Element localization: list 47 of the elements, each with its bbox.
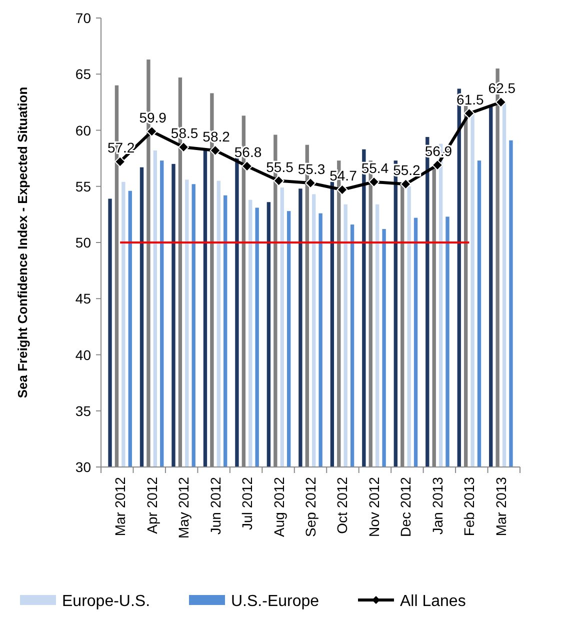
x-tick-label: Feb 2013 (461, 476, 478, 536)
point (368, 176, 380, 188)
legend-label: U.S.-Europe (231, 593, 320, 610)
point (400, 178, 412, 190)
point (114, 156, 126, 168)
point (495, 96, 506, 108)
legend-label: All Lanes (400, 593, 466, 610)
x-tick-label: Sep 2012 (302, 476, 318, 537)
y-axis-title: Sea Freight Confidence Index - Expected Situation (15, 86, 30, 398)
data-label: 56.8 (234, 144, 262, 160)
y-tick-label: 30 (75, 459, 92, 475)
data-label: 58.5 (170, 125, 198, 142)
x-tick-label: Jan 2013 (429, 476, 446, 535)
point (336, 184, 348, 196)
data-label: 55.5 (266, 158, 294, 175)
point (242, 160, 253, 172)
y-tick-label: 35 (75, 402, 92, 419)
y-tick-label: 55 (75, 178, 92, 194)
x-tick-label: Nov 2012 (366, 476, 382, 537)
point (305, 178, 316, 189)
x-tick-label: Mar 2012 (112, 476, 128, 536)
y-tick-label: 50 (75, 234, 92, 250)
y-tick-label: 65 (75, 66, 92, 82)
y-tick-label: 40 (75, 346, 92, 363)
data-label: 55.3 (298, 161, 326, 178)
x-tick-label: Jul 2012 (239, 476, 256, 530)
x-tick-label: Jun 2012 (207, 476, 224, 535)
point (210, 144, 221, 156)
y-tick-label: 70 (75, 10, 92, 26)
x-tick-label: Aug 2012 (270, 476, 287, 537)
point (464, 108, 475, 119)
y-tick-label: 45 (75, 290, 92, 307)
x-tick-label: Dec 2012 (398, 476, 414, 537)
point (146, 126, 158, 137)
x-tick-label: Oct 2012 (334, 476, 350, 534)
y-tick-label: 60 (75, 122, 92, 138)
data-label: 59.9 (139, 109, 167, 126)
point (432, 160, 443, 171)
point (178, 142, 190, 153)
data-label: 54.7 (330, 168, 358, 184)
x-tick-label: Apr 2012 (144, 476, 160, 534)
data-label: 58.2 (202, 128, 230, 144)
point (273, 175, 284, 186)
legend-label: Europe-U.S. (62, 593, 150, 610)
x-tick-label: May 2012 (176, 476, 192, 538)
data-label: 62.5 (488, 80, 516, 96)
x-tick-label: Mar 2013 (492, 476, 509, 536)
